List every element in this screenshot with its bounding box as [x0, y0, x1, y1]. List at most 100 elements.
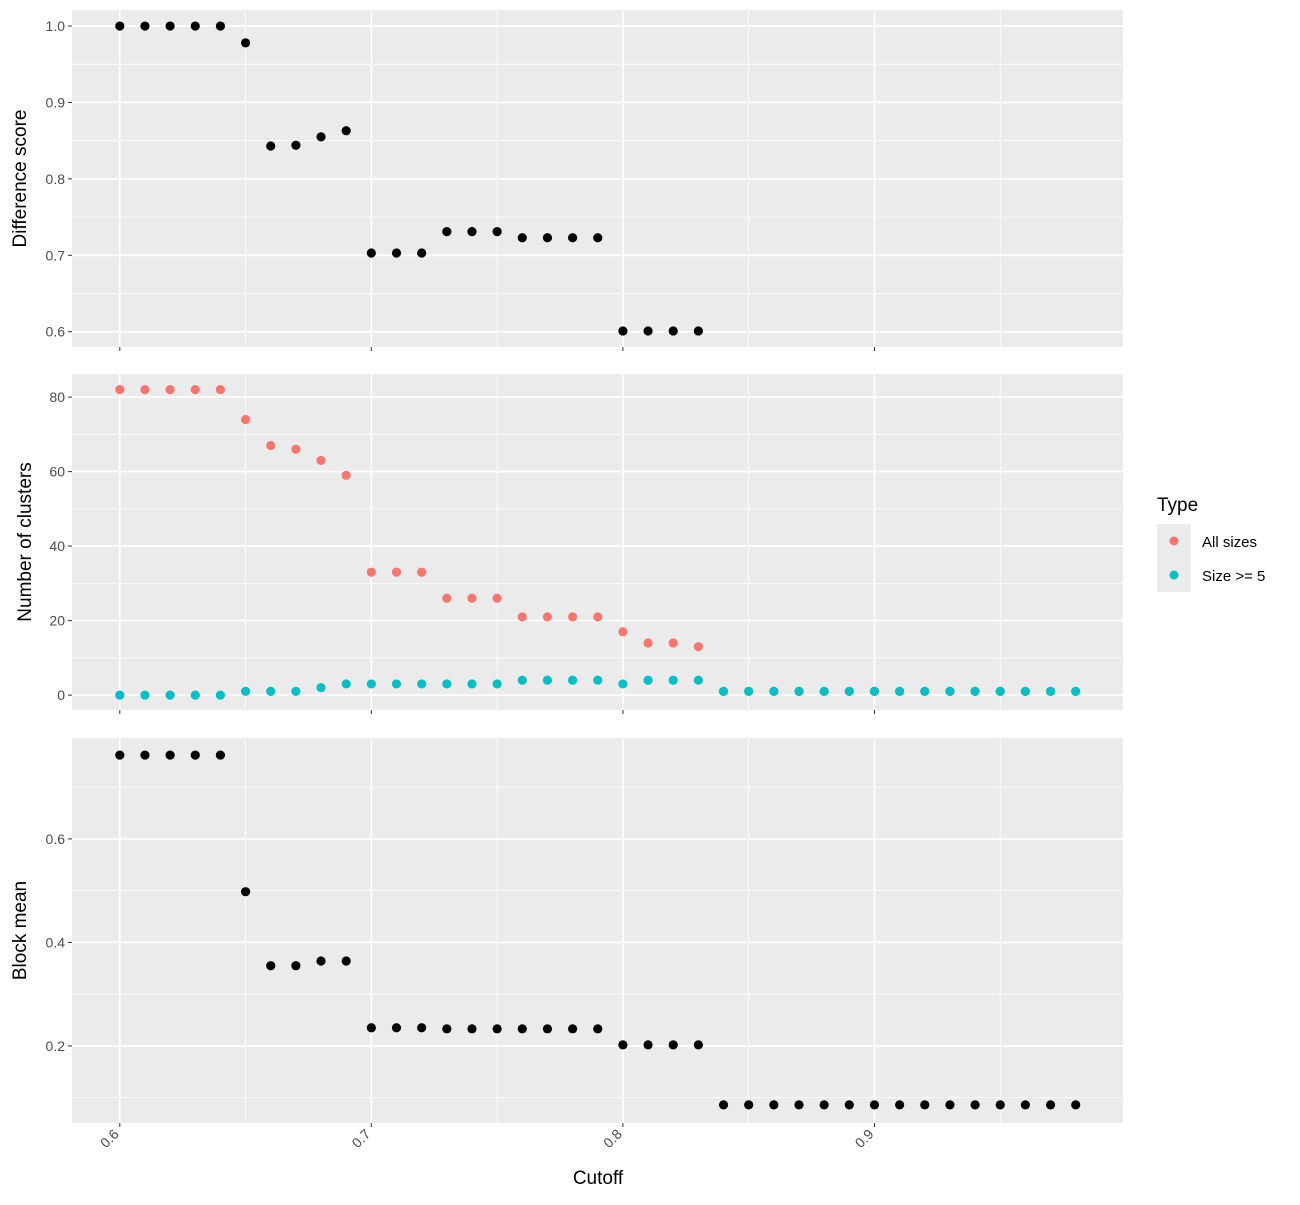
data-point	[417, 248, 427, 258]
y-axis-title: Block mean	[10, 881, 31, 980]
data-point	[542, 675, 553, 685]
data-point	[190, 690, 200, 700]
data-point	[895, 686, 905, 696]
data-point	[744, 1100, 754, 1110]
data-point	[1071, 686, 1081, 696]
y-axis-title: Difference score	[10, 110, 31, 248]
data-point	[693, 1040, 703, 1050]
data-point	[995, 1100, 1005, 1110]
data-point	[593, 612, 603, 622]
data-point	[693, 675, 703, 685]
panel-2: 0.2 0.4 0.6 0.6 0.7 0.8 0.9 Block mean	[10, 738, 1123, 1151]
x-tick-label: 0.9	[852, 1126, 877, 1151]
data-point	[442, 679, 452, 689]
data-point	[341, 470, 351, 480]
data-point	[593, 233, 603, 243]
data-point	[1071, 1100, 1081, 1110]
data-point	[467, 227, 477, 237]
data-point	[643, 675, 653, 685]
data-point	[643, 326, 653, 336]
data-point	[769, 1100, 779, 1110]
data-point	[693, 326, 703, 336]
data-point	[869, 1100, 880, 1110]
data-point	[542, 233, 553, 243]
y-tick-label: 0	[57, 687, 65, 703]
y-tick-label: 0.9	[46, 94, 66, 110]
data-point	[567, 1024, 578, 1034]
data-point	[945, 686, 955, 696]
data-point	[668, 1040, 678, 1050]
y-tick-label: 1.0	[46, 18, 66, 34]
data-point	[215, 750, 226, 760]
data-point	[618, 627, 628, 637]
data-point	[391, 567, 402, 577]
data-point	[442, 593, 452, 603]
data-point	[442, 1024, 452, 1034]
data-point	[391, 248, 402, 258]
legend-title: Type	[1157, 495, 1198, 516]
panel-1: 0 20 40 60 80 Number of clusters	[15, 374, 1123, 714]
data-point	[718, 686, 729, 696]
data-point	[1045, 686, 1056, 696]
y-tick-label: 0.4	[46, 934, 66, 950]
data-point	[567, 233, 578, 243]
y-tick-label: 20	[49, 613, 65, 629]
data-point	[895, 1100, 905, 1110]
data-point	[266, 440, 276, 451]
data-point	[794, 1100, 804, 1110]
data-point	[266, 141, 276, 151]
data-point	[341, 679, 351, 689]
data-point	[240, 38, 251, 48]
data-point	[190, 385, 200, 395]
data-point	[542, 612, 553, 622]
data-point	[995, 686, 1005, 696]
data-point	[593, 1024, 603, 1034]
data-point	[769, 686, 779, 696]
data-point	[391, 1023, 402, 1033]
data-point	[794, 686, 804, 696]
data-point	[467, 593, 477, 603]
data-point	[291, 444, 301, 454]
y-tick-label: 0.6	[46, 324, 66, 340]
data-point	[920, 1100, 930, 1110]
panel-0: 0.6 0.7 0.8 0.9 1.0 Difference score	[10, 10, 1123, 351]
data-point	[190, 750, 200, 760]
data-point	[266, 686, 276, 696]
data-point	[517, 233, 527, 243]
data-point	[291, 140, 301, 150]
data-point	[567, 675, 578, 685]
data-point	[366, 567, 376, 577]
y-tick-label: 40	[49, 538, 65, 554]
y-tick-label: 60	[49, 464, 65, 480]
data-point	[140, 690, 150, 700]
data-point	[542, 1024, 553, 1034]
data-point	[366, 248, 376, 258]
data-point	[517, 675, 527, 685]
data-point	[417, 1023, 427, 1033]
data-point	[291, 686, 301, 696]
data-point	[593, 675, 603, 685]
data-point	[643, 1040, 653, 1050]
legend: Type All sizes Size >= 5	[1157, 495, 1265, 592]
data-point	[140, 21, 150, 31]
data-point	[920, 686, 930, 696]
data-point	[140, 750, 150, 760]
data-point	[492, 1024, 502, 1034]
data-point	[945, 1100, 955, 1110]
data-point	[970, 1100, 980, 1110]
data-point	[492, 227, 502, 237]
x-tick-label: 0.6	[97, 1126, 122, 1151]
data-point	[1020, 1100, 1030, 1110]
data-point	[442, 227, 452, 237]
legend-label-size-ge-5: Size >= 5	[1202, 568, 1265, 585]
data-point	[366, 1023, 376, 1033]
data-point	[316, 683, 326, 693]
data-point	[492, 679, 502, 689]
data-point	[115, 385, 125, 395]
data-point	[844, 686, 854, 696]
data-point	[391, 679, 402, 689]
data-point	[240, 686, 251, 696]
data-point	[240, 414, 251, 425]
data-point	[492, 593, 502, 603]
legend-key-size-ge-5	[1169, 570, 1179, 580]
